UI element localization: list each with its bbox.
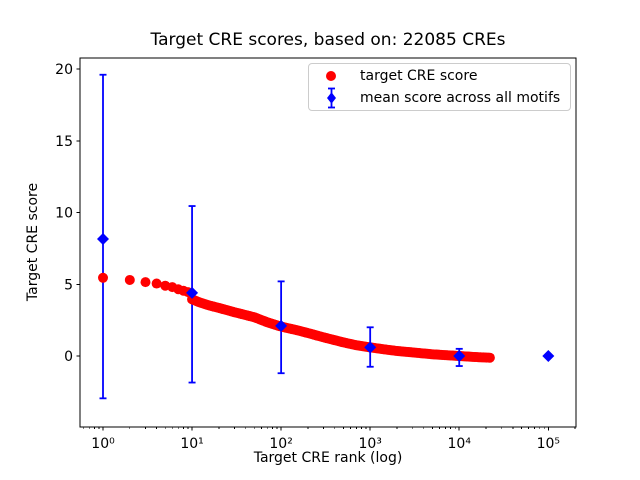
diamond-errorbar-icon <box>326 87 336 109</box>
scatter-point <box>484 352 495 363</box>
legend-entry-target-score: target CRE score <box>309 65 570 87</box>
y-tick-label: 10 <box>55 206 73 222</box>
y-tick-label: 20 <box>55 62 73 78</box>
legend-label: target CRE score <box>360 67 478 84</box>
x-tick-label: 10⁵ <box>537 436 560 452</box>
legend-label: mean score across all motifs <box>360 90 561 107</box>
x-tick-label: 10¹ <box>180 436 203 452</box>
plot-border <box>79 57 577 428</box>
mean-diamond-marker <box>97 233 109 246</box>
mean-diamond-marker <box>186 286 199 299</box>
x-tick-label: 10⁰ <box>91 436 115 452</box>
circle-marker-icon <box>326 70 336 81</box>
mean-diamond-marker <box>542 350 555 362</box>
mean-diamond-marker <box>364 341 377 354</box>
y-tick-label: 0 <box>64 349 73 365</box>
y-tick-label: 5 <box>64 277 73 293</box>
x-tick-label: 10² <box>269 436 292 452</box>
chart-title: Target CRE scores, based on: 22085 CREs <box>150 30 506 50</box>
scatter-point <box>124 274 135 285</box>
y-tick-label: 15 <box>55 134 73 150</box>
y-axis-label: Target CRE score <box>25 182 41 302</box>
x-tick-label: 10⁴ <box>448 436 472 452</box>
x-tick-label: 10³ <box>358 436 381 452</box>
legend-entry-mean-score: mean score across all motifs <box>309 87 570 109</box>
x-axis-label: Target CRE rank (log) <box>253 450 403 466</box>
mean-diamond-marker <box>453 350 466 362</box>
scatter-point <box>98 272 108 283</box>
scatter-point <box>151 278 162 289</box>
mean-diamond-marker <box>275 319 288 332</box>
scatter-point <box>140 277 151 288</box>
legend: target CRE score mean score across all m… <box>308 63 571 111</box>
